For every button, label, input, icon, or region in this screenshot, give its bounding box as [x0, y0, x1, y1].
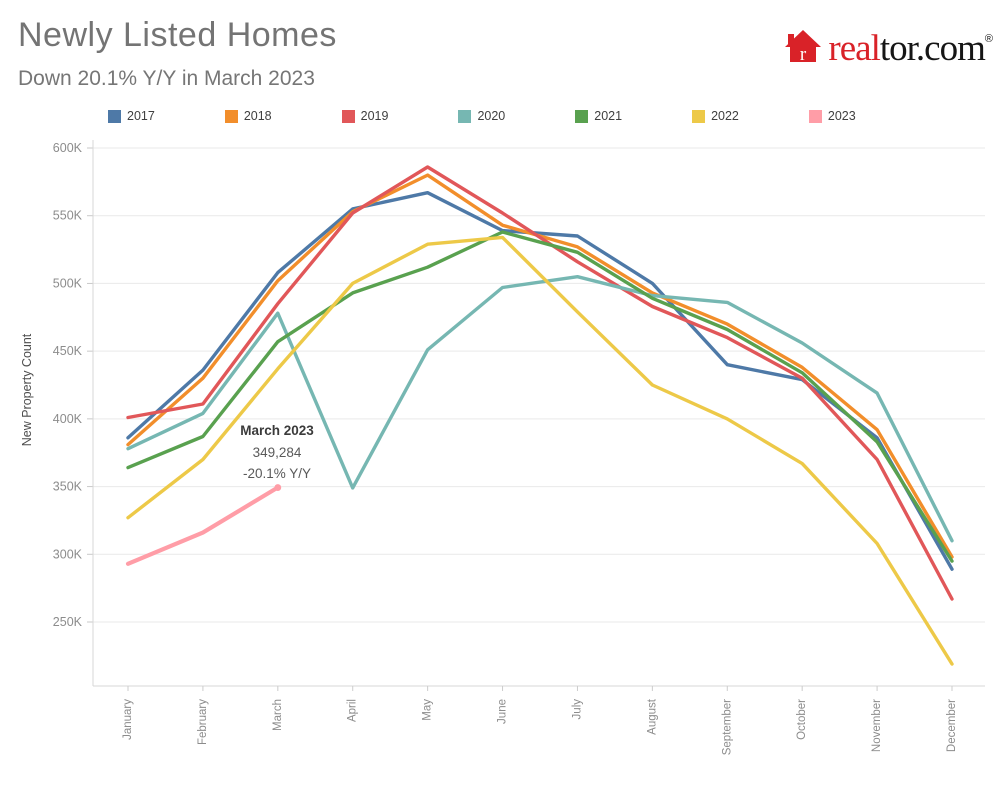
chart-axes: [87, 140, 985, 691]
legend-label: 2022: [711, 109, 739, 123]
logo-text-red: real: [828, 27, 880, 69]
y-tick-label-450K: 450K: [53, 344, 83, 358]
page-subtitle: Down 20.1% Y/Y in March 2023: [18, 67, 315, 90]
x-tick-label-November: November: [871, 699, 883, 752]
x-tick-label-April: April: [347, 699, 359, 722]
y-tick-label-600K: 600K: [53, 141, 83, 155]
x-tick-label-August: August: [646, 698, 658, 735]
legend-swatch-2019: [341, 109, 355, 123]
legend-swatch-2020: [458, 109, 472, 123]
y-tick-label-350K: 350K: [53, 480, 83, 494]
legend-swatch-2018: [224, 109, 238, 123]
legend-label: 2017: [127, 109, 155, 123]
series-endpoint-2023[interactable]: [274, 484, 282, 491]
y-tick-label-250K: 250K: [53, 615, 83, 629]
legend-item-2020[interactable]: 2020: [458, 109, 505, 123]
legend-swatch-2022: [692, 109, 706, 123]
legend-item-2017[interactable]: 2017: [108, 109, 155, 123]
x-tick-labels: January February March April May June July Augu…: [122, 698, 958, 755]
series-lines: [125, 165, 954, 666]
logo-registered-mark: ®: [984, 32, 993, 45]
x-tick-label-February: February: [197, 699, 209, 745]
series-line-2019[interactable]: [126, 165, 954, 601]
y-tick-label-400K: 400K: [53, 412, 83, 426]
legend-label: 2018: [243, 109, 272, 123]
y-tick-label-300K: 300K: [53, 547, 83, 561]
legend-item-2019[interactable]: 2019: [341, 109, 389, 123]
x-tick-label-March: March: [272, 699, 284, 731]
chart-gridlines: [93, 147, 985, 623]
legend-label: 2021: [594, 109, 623, 123]
legend-label: 2019: [360, 109, 389, 123]
y-axis-title: New Property Count: [20, 333, 34, 446]
legend: 2017 2018 2019 2020 2021 2022 2023: [108, 109, 856, 123]
legend-item-2021[interactable]: 2021: [575, 109, 622, 123]
x-tick-label-October: October: [796, 699, 808, 740]
legend-item-2018[interactable]: 2018: [224, 109, 272, 123]
series-line-2020[interactable]: [126, 275, 954, 543]
realtor-house-icon: r: [785, 30, 822, 65]
logo-letter: r: [800, 44, 807, 65]
x-tick-label-July: July: [571, 699, 583, 720]
page-title: Newly Listed Homes: [18, 16, 337, 54]
legend-swatch-2023: [808, 109, 822, 123]
x-tick-label-June: June: [497, 699, 509, 724]
series-line-2021[interactable]: [126, 230, 954, 563]
legend-item-2022[interactable]: 2022: [692, 109, 739, 123]
x-tick-label-May: May: [422, 699, 434, 721]
series-line-2023[interactable]: [125, 485, 280, 566]
logo-text: realtor.com®: [828, 27, 993, 69]
x-tick-label-January: January: [122, 699, 134, 740]
legend-item-2023[interactable]: 2023: [808, 109, 856, 123]
x-tick-label-September: September: [721, 699, 733, 755]
annotation-title: March 2023: [240, 423, 314, 438]
legend-swatch-2021: [575, 109, 589, 123]
realtor-logo: r realtor.com®: [783, 27, 993, 69]
logo-text-dark: tor.com: [879, 27, 986, 69]
x-tick-label-December: December: [946, 699, 958, 752]
series-line-2022[interactable]: [126, 235, 954, 666]
annotation-value: 349,284: [252, 444, 302, 460]
y-tick-labels: 250K 300K 350K 400K 450K 500K 550K 600K: [53, 141, 83, 629]
series-line-2017[interactable]: [126, 190, 954, 571]
legend-label: 2020: [477, 109, 506, 123]
y-tick-label-500K: 500K: [53, 276, 83, 290]
y-tick-label-550K: 550K: [53, 209, 83, 223]
march-2023-annotation: March 2023 349,284 -20.1% Y/Y: [240, 420, 314, 485]
legend-swatch-2017: [108, 109, 121, 123]
legend-label: 2023: [827, 109, 856, 123]
annotation-change: -20.1% Y/Y: [242, 466, 312, 481]
